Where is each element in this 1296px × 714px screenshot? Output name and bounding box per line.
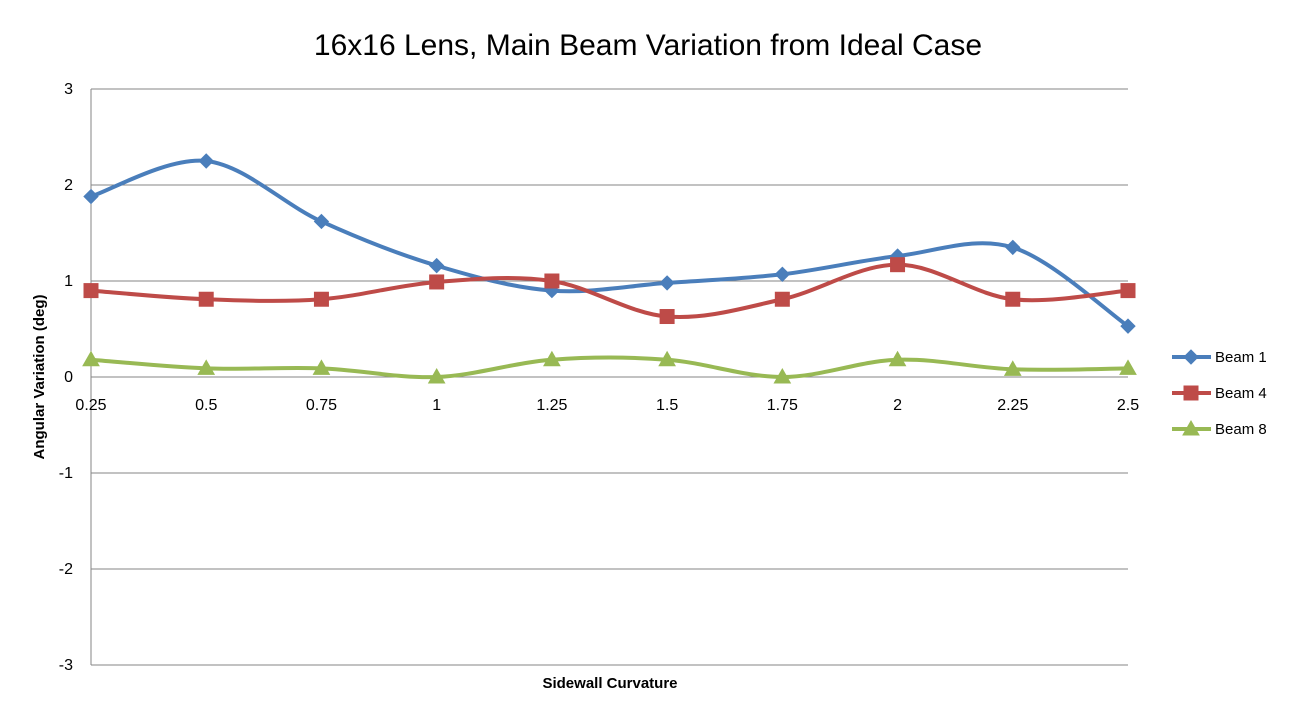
data-point-beam-8 bbox=[197, 359, 216, 375]
x-tick-label: 2.25 bbox=[997, 397, 1028, 414]
data-point-beam-4 bbox=[659, 309, 675, 325]
data-point-beam-4 bbox=[83, 283, 99, 299]
y-tick-label: -1 bbox=[59, 465, 73, 482]
data-point-beam-1 bbox=[1005, 239, 1021, 256]
data-point-beam-8 bbox=[427, 367, 446, 384]
y-tick-label: -3 bbox=[59, 657, 73, 674]
series-line-beam-8 bbox=[89, 355, 1130, 380]
data-point-beam-8 bbox=[82, 350, 100, 367]
legend-item-beam-1: Beam 1 bbox=[1172, 349, 1267, 366]
legend-item-beam-8: Beam 8 bbox=[1172, 419, 1267, 438]
data-point-beam-1 bbox=[1120, 318, 1136, 334]
data-point-beam-4 bbox=[313, 291, 329, 307]
series-beam-4 bbox=[83, 257, 1136, 325]
data-point-beam-4 bbox=[890, 257, 906, 273]
x-tick-label: 1.5 bbox=[656, 397, 678, 414]
data-point-beam-8 bbox=[773, 367, 792, 384]
data-point-beam-8 bbox=[1003, 360, 1022, 376]
legend-marker bbox=[1183, 349, 1199, 365]
legend-item-beam-4: Beam 4 bbox=[1172, 385, 1267, 402]
y-tick-labels: 3 2 1 0 -1 -2 -3 bbox=[59, 81, 73, 674]
data-point-beam-8 bbox=[658, 350, 676, 367]
legend-label: Beam 4 bbox=[1215, 385, 1267, 402]
x-tick-label: 1.25 bbox=[536, 397, 567, 414]
x-axis-title: Sidewall Curvature bbox=[542, 675, 677, 692]
legend-marker bbox=[1182, 419, 1200, 436]
legend-label: Beam 1 bbox=[1215, 349, 1267, 366]
x-tick-label: 0.75 bbox=[306, 397, 337, 414]
data-point-beam-4 bbox=[198, 291, 214, 307]
x-tick-label: 0.25 bbox=[75, 397, 106, 414]
chart-title: 16x16 Lens, Main Beam Variation from Ide… bbox=[314, 29, 982, 62]
data-point-beam-4 bbox=[1120, 283, 1136, 299]
legend-label: Beam 8 bbox=[1215, 421, 1267, 438]
y-tick-label: 0 bbox=[64, 369, 73, 386]
legend-marker bbox=[1183, 385, 1199, 401]
y-axis-title: Angular Variation (deg) bbox=[31, 294, 48, 459]
data-point-beam-1 bbox=[774, 266, 791, 282]
y-tick-label: 2 bbox=[64, 177, 73, 194]
data-point-beam-1 bbox=[659, 275, 675, 291]
x-tick-labels: 0.25 0.5 0.75 1 1.25 1.5 1.75 2 2.25 2.5 bbox=[75, 397, 1139, 414]
data-point-beam-4 bbox=[544, 273, 560, 289]
y-tick-label: -2 bbox=[59, 561, 73, 578]
data-point-beam-4 bbox=[774, 291, 790, 307]
series-line-beam-1 bbox=[89, 158, 1130, 329]
series-beam-1 bbox=[83, 153, 1136, 334]
legend: Beam 1 Beam 4 Beam 8 bbox=[1172, 349, 1267, 438]
data-point-beam-1 bbox=[83, 188, 99, 205]
data-point-beam-1 bbox=[428, 257, 445, 274]
data-point-beam-4 bbox=[429, 274, 445, 290]
x-tick-label: 2.5 bbox=[1117, 397, 1139, 414]
series-beam-8 bbox=[82, 350, 1137, 384]
series-group bbox=[82, 153, 1137, 384]
x-tick-label: 2 bbox=[893, 397, 902, 414]
data-point-beam-1 bbox=[198, 153, 214, 169]
data-point-beam-8 bbox=[543, 350, 561, 367]
data-point-beam-8 bbox=[312, 359, 331, 375]
data-point-beam-8 bbox=[1119, 359, 1137, 375]
x-tick-label: 0.5 bbox=[195, 397, 217, 414]
data-point-beam-4 bbox=[1005, 291, 1021, 307]
y-tick-label: 1 bbox=[64, 273, 73, 290]
y-tick-label: 3 bbox=[64, 81, 73, 98]
x-tick-label: 1.75 bbox=[767, 397, 798, 414]
series-line-beam-4 bbox=[89, 262, 1130, 319]
x-tick-label: 1 bbox=[432, 397, 441, 414]
data-point-beam-8 bbox=[888, 350, 907, 367]
data-point-beam-1 bbox=[313, 213, 330, 230]
axes bbox=[90, 89, 1128, 665]
